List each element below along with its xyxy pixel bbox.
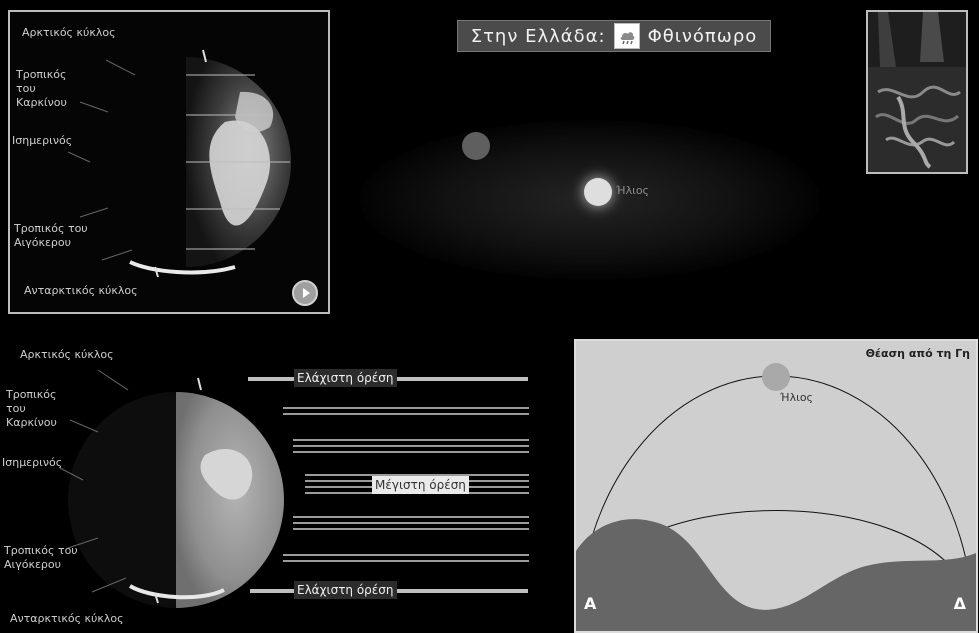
play-button[interactable] (292, 280, 318, 306)
tropic-of-cancer-label: Τροπικός του Καρκίνου (16, 68, 67, 109)
day-line-3 (293, 439, 529, 441)
day-line-11 (293, 522, 529, 524)
day-line-5 (293, 451, 529, 453)
weather-cloud-rain-icon (613, 23, 640, 49)
sun (584, 178, 612, 206)
scene-thumbnail[interactable] (866, 10, 968, 174)
sky-sun (762, 363, 790, 391)
season-name: Φθινόπωρο (647, 25, 758, 47)
max-day-label: Μέγιστη όρέση (372, 476, 469, 494)
season-bar: Στην Ελλάδα: Φθινόπωρο (457, 20, 771, 52)
day-line-14 (283, 560, 529, 562)
bl-tropic-of-capricorn-label: Τροπικός του Αιγόκερου (4, 544, 78, 571)
min-day-label-bottom: Ελάχιστη όρέση (294, 581, 397, 599)
season-prefix: Στην Ελλάδα: (470, 25, 606, 47)
min-day-label-top: Ελάχιστη όρέση (294, 369, 397, 387)
thumbnail-image (868, 12, 966, 172)
day-line-10 (293, 516, 529, 518)
day-line-13 (283, 554, 529, 556)
equator-label: Ισημερινός (12, 134, 73, 147)
day-line-6 (305, 474, 529, 476)
bl-antarctic-circle-label: Ανταρκτικός κύκλος (10, 612, 124, 625)
view-title: Θέαση από τη Γη (865, 347, 970, 360)
earth-orbit-panel: Αρκτικός κύκλος Τροπικός του Καρκίνου Ισ… (8, 10, 330, 314)
earth-daylight-panel: Αρκτικός κύκλος Τροπικός του Καρκίνου Ισ… (0, 340, 560, 631)
tropic-of-capricorn-label: Τροπικός του Αιγόκερου (14, 222, 88, 249)
day-line-1 (283, 407, 529, 409)
sky-sun-label: Ήλιος (780, 391, 813, 404)
earth-daylight-illustration (59, 369, 284, 608)
east-marker: Δ (953, 594, 966, 613)
day-line-4 (293, 445, 529, 447)
bl-arctic-circle-label: Αρκτικός κύκλος (20, 348, 114, 361)
sun-label: Ήλιος (616, 184, 649, 197)
view-from-earth-panel: Ήλιος Θέαση από τη Γη Α Δ (574, 339, 978, 633)
antarctic-circle-label: Ανταρκτικός κύκλος (24, 284, 138, 297)
arctic-circle-label: Αρκτικός κύκλος (22, 26, 116, 39)
bl-equator-label: Ισημερινός (2, 456, 63, 469)
earth-globe-illustration (67, 49, 291, 278)
day-line-2 (283, 413, 529, 415)
day-line-12 (293, 528, 529, 530)
earth-in-orbit (462, 132, 490, 160)
west-marker: Α (584, 594, 597, 613)
bl-tropic-of-cancer-label: Τροπικός του Καρκίνου (6, 388, 57, 429)
